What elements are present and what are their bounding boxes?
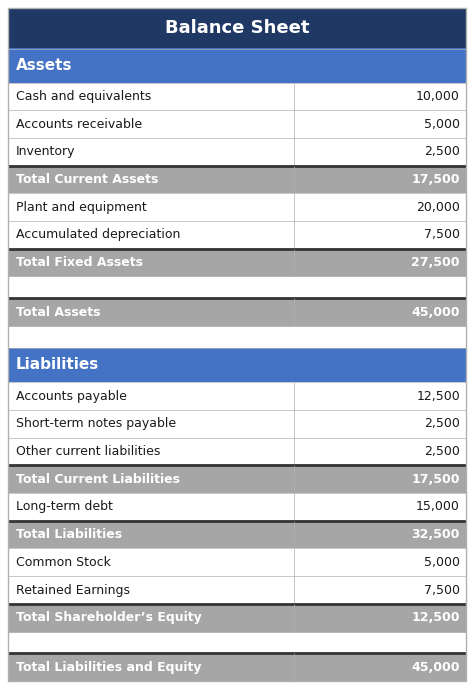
Text: Accounts payable: Accounts payable <box>16 390 127 403</box>
FancyBboxPatch shape <box>8 326 466 348</box>
Text: 5,000: 5,000 <box>424 117 460 131</box>
Text: Plant and equipment: Plant and equipment <box>16 201 147 214</box>
Text: Retained Earnings: Retained Earnings <box>16 583 130 596</box>
FancyBboxPatch shape <box>8 249 466 276</box>
Text: 32,500: 32,500 <box>411 528 460 541</box>
FancyBboxPatch shape <box>8 632 466 653</box>
Text: Total Current Liabilities: Total Current Liabilities <box>16 473 180 486</box>
FancyBboxPatch shape <box>8 521 466 549</box>
Text: 45,000: 45,000 <box>411 305 460 319</box>
FancyBboxPatch shape <box>8 138 466 166</box>
Text: Cash and equivalents: Cash and equivalents <box>16 90 151 103</box>
Text: Total Fixed Assets: Total Fixed Assets <box>16 256 143 269</box>
Text: 15,000: 15,000 <box>416 500 460 513</box>
Text: 12,500: 12,500 <box>416 390 460 403</box>
Text: 2,500: 2,500 <box>424 445 460 458</box>
FancyBboxPatch shape <box>8 653 466 681</box>
Text: 10,000: 10,000 <box>416 90 460 103</box>
Text: Common Stock: Common Stock <box>16 556 111 569</box>
Text: 7,500: 7,500 <box>424 583 460 596</box>
Text: 45,000: 45,000 <box>411 661 460 674</box>
FancyBboxPatch shape <box>8 276 466 299</box>
Text: Total Liabilities and Equity: Total Liabilities and Equity <box>16 661 201 674</box>
FancyBboxPatch shape <box>8 410 466 437</box>
Text: Accumulated depreciation: Accumulated depreciation <box>16 229 181 241</box>
Text: Other current liabilities: Other current liabilities <box>16 445 160 458</box>
FancyBboxPatch shape <box>8 437 466 465</box>
FancyBboxPatch shape <box>8 576 466 604</box>
Text: Total Current Assets: Total Current Assets <box>16 173 158 186</box>
Text: 20,000: 20,000 <box>416 201 460 214</box>
Text: 2,500: 2,500 <box>424 145 460 158</box>
Text: Total Shareholder’s Equity: Total Shareholder’s Equity <box>16 612 202 624</box>
FancyBboxPatch shape <box>8 604 466 632</box>
FancyBboxPatch shape <box>8 48 466 83</box>
Text: Short-term notes payable: Short-term notes payable <box>16 417 176 430</box>
Text: 2,500: 2,500 <box>424 417 460 430</box>
Text: 17,500: 17,500 <box>411 473 460 486</box>
FancyBboxPatch shape <box>8 83 466 111</box>
Text: 7,500: 7,500 <box>424 229 460 241</box>
Text: 12,500: 12,500 <box>411 612 460 624</box>
FancyBboxPatch shape <box>8 193 466 221</box>
FancyBboxPatch shape <box>8 221 466 249</box>
Text: Assets: Assets <box>16 58 73 73</box>
Text: Long-term debt: Long-term debt <box>16 500 113 513</box>
FancyBboxPatch shape <box>8 382 466 410</box>
Text: Accounts receivable: Accounts receivable <box>16 117 142 131</box>
FancyBboxPatch shape <box>8 465 466 493</box>
Text: Total Assets: Total Assets <box>16 305 100 319</box>
Text: Balance Sheet: Balance Sheet <box>165 19 309 37</box>
FancyBboxPatch shape <box>8 111 466 138</box>
Text: 17,500: 17,500 <box>411 173 460 186</box>
Text: Total Liabilities: Total Liabilities <box>16 528 122 541</box>
FancyBboxPatch shape <box>8 549 466 576</box>
Text: Inventory: Inventory <box>16 145 75 158</box>
FancyBboxPatch shape <box>8 166 466 193</box>
Text: 5,000: 5,000 <box>424 556 460 569</box>
FancyBboxPatch shape <box>8 299 466 326</box>
FancyBboxPatch shape <box>8 8 466 48</box>
FancyBboxPatch shape <box>8 348 466 382</box>
FancyBboxPatch shape <box>8 493 466 521</box>
Text: 27,500: 27,500 <box>411 256 460 269</box>
Text: Liabilities: Liabilities <box>16 357 99 372</box>
